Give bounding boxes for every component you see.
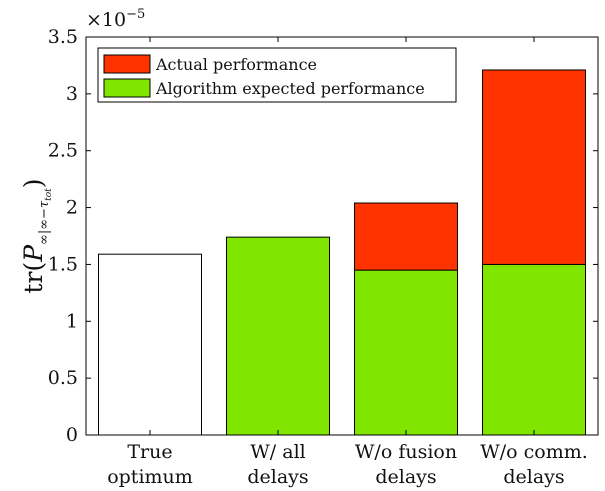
legend: Actual performance Algorithm expected per… (97, 47, 457, 103)
x-tick-label: delays (375, 466, 436, 488)
y-tick-label: 0 (66, 424, 78, 446)
x-tick-label: optimum (107, 466, 193, 488)
x-tick-label: W/o comm. (480, 441, 588, 463)
bar-segment-actual-2 (354, 202, 458, 271)
bar-segment-actual-3 (482, 69, 586, 265)
legend-swatch (103, 78, 151, 98)
y-tick-label: 3 (66, 83, 78, 105)
bar-segment-expected-3 (482, 263, 586, 436)
y-axis-label: tr(P∞|∞−τtot) (19, 178, 54, 293)
axes-box (85, 36, 599, 436)
y-tick-label: 2.5 (48, 140, 78, 162)
y-exponent-label: ×10−5 (86, 7, 145, 31)
legend-box (97, 47, 457, 103)
x-tick-label: delays (247, 466, 308, 488)
x-tick-label: True (127, 441, 172, 463)
legend-swatch (103, 54, 151, 74)
x-tick-label: W/ all (250, 441, 305, 463)
y-tick-label: 0.5 (48, 367, 78, 389)
y-tick-label: 2 (66, 197, 78, 219)
y-tick-label: 1 (66, 310, 78, 332)
bar-true-optimum (98, 253, 202, 436)
legend-label: Algorithm expected performance (155, 79, 425, 98)
bar-segment-expected-1 (226, 236, 330, 436)
x-tick-label: W/o fusion (355, 441, 457, 463)
x-tick-label: delays (503, 466, 564, 488)
legend-label: Actual performance (155, 55, 317, 74)
y-tick-label: 1.5 (48, 253, 78, 275)
plot-area: 0 0.5 1 1.5 2 2.5 3 3.5 True optimum W/ all delays W… (19, 7, 599, 488)
y-tick-label: 3.5 (48, 26, 78, 48)
bar-segment-expected-2 (354, 269, 458, 436)
